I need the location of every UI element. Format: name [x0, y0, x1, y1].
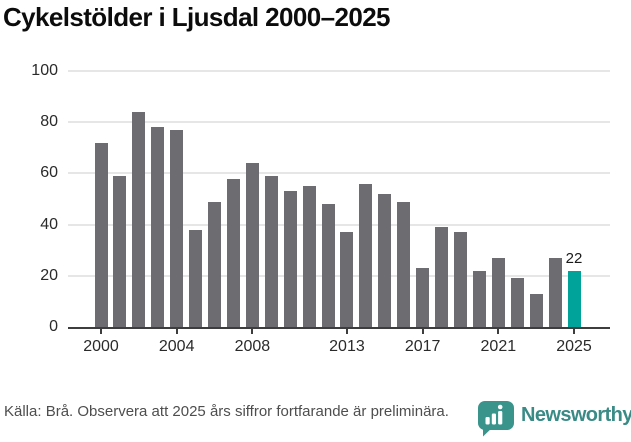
bar-2006: [208, 201, 222, 327]
x-tick-label-2004: 2004: [158, 338, 195, 355]
bar-2015: [378, 193, 392, 327]
x-tick-mark-2008: [251, 329, 254, 334]
x-tick-mark-2021: [497, 329, 500, 334]
bar-2009: [264, 175, 278, 327]
bar-2023: [529, 293, 543, 327]
bar-2000: [94, 142, 108, 327]
bar-2018: [435, 227, 449, 327]
x-tick-label-2025: 2025: [556, 338, 592, 355]
gridline-20: [68, 274, 610, 277]
newsworthy-logo-text: Newsworthy: [521, 404, 631, 426]
bar-2010: [283, 191, 297, 327]
gridline-80: [68, 121, 610, 124]
bar-highlight-2025: [567, 270, 581, 327]
bar-2002: [132, 111, 146, 327]
x-tick-label-2013: 2013: [329, 338, 365, 355]
bar-2016: [397, 201, 411, 327]
bar-2008: [245, 163, 259, 327]
newsworthy-logo-icon: [476, 400, 516, 442]
bar-2021: [491, 257, 505, 327]
y-tick-label-0: 0: [49, 318, 58, 335]
bar-2019: [453, 232, 467, 327]
gridline-40: [68, 223, 610, 226]
x-tick-label-2021: 2021: [480, 338, 517, 355]
bar-2003: [151, 127, 165, 327]
x-tick-label-2008: 2008: [234, 338, 271, 355]
x-tick-label-2017: 2017: [404, 338, 441, 355]
x-tick-mark-2025: [573, 329, 575, 334]
source-note: Källa: Brå. Observera att 2025 års siffr…: [4, 403, 449, 420]
bar-2011: [302, 186, 316, 327]
bar-2014: [359, 183, 373, 327]
y-tick-label-60: 60: [40, 164, 58, 182]
x-tick-mark-2013: [345, 329, 348, 334]
x-tick-mark-2017: [421, 329, 424, 334]
gridline-60: [68, 172, 610, 175]
y-tick-label-20: 20: [40, 266, 58, 284]
y-tick-label-80: 80: [40, 113, 58, 131]
gridline-100: [68, 70, 610, 72]
bar-2004: [170, 129, 184, 327]
x-tick-label-2000: 2000: [83, 338, 119, 355]
bar-2007: [226, 178, 240, 327]
bar-2020: [472, 270, 486, 327]
bar-2022: [510, 278, 524, 327]
highlight-value-label: 22: [565, 249, 583, 267]
bar-2013: [340, 232, 354, 327]
bar-2001: [113, 175, 127, 327]
bar-2024: [548, 257, 562, 327]
chart-title: Cykelstölder i Ljusdal 2000–2025: [3, 2, 391, 32]
y-tick-label-40: 40: [40, 215, 58, 233]
bar-2017: [416, 268, 430, 327]
y-tick-label-100: 100: [31, 62, 58, 79]
bar-2012: [321, 204, 335, 327]
x-tick-mark-2000: [100, 329, 102, 334]
plot-area: 22: [68, 70, 610, 329]
x-axis-line: [68, 327, 610, 329]
x-tick-mark-2004: [175, 329, 178, 334]
bar-2005: [189, 229, 203, 327]
